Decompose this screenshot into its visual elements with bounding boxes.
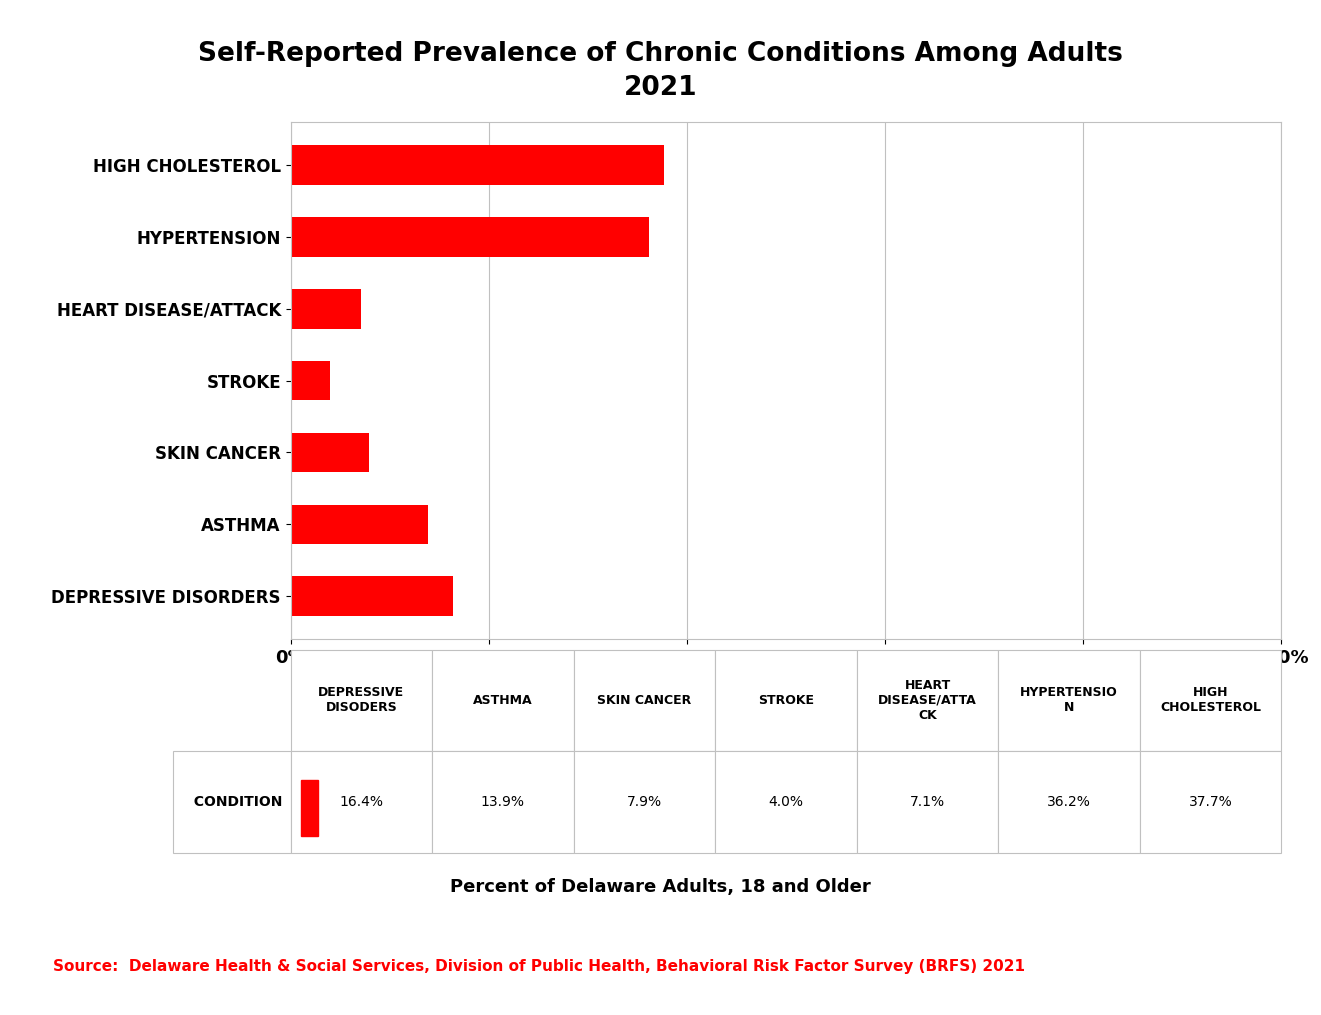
Text: Source:  Delaware Health & Social Services, Division of Public Health, Behaviora: Source: Delaware Health & Social Service… [53, 959, 1025, 974]
Bar [291, 504, 428, 544]
Text: Self-Reported Prevalence of Chronic Conditions Among Adults
2021: Self-Reported Prevalence of Chronic Cond… [198, 41, 1123, 100]
Bar [291, 145, 664, 185]
Bar [291, 217, 650, 257]
Text: Percent of Delaware Adults, 18 and Older: Percent of Delaware Adults, 18 and Older [450, 878, 871, 896]
Bar [291, 577, 453, 616]
Bar [291, 289, 361, 329]
Bar [301, 780, 318, 836]
Bar [291, 361, 330, 400]
Bar [291, 432, 369, 472]
